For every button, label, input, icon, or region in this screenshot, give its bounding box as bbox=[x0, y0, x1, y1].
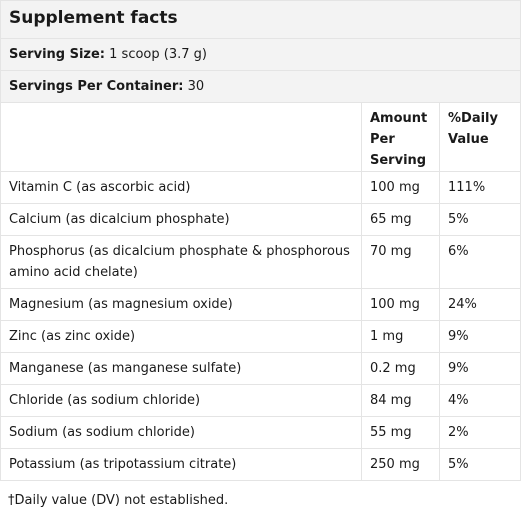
table-row: Manganese (as manganese sulfate) 0.2 mg 9% bbox=[0, 352, 521, 385]
table-row: Vitamin C (as ascorbic acid) 100 mg 111% bbox=[0, 171, 521, 204]
table-row: Chloride (as sodium chloride) 84 mg 4% bbox=[0, 384, 521, 417]
serving-size-value: 1 scoop (3.7 g) bbox=[109, 47, 207, 62]
table-row: Phosphorus (as dicalcium phosphate & pho… bbox=[0, 235, 521, 289]
amount-value: 250 mg bbox=[361, 448, 440, 481]
daily-value: 5% bbox=[439, 448, 521, 481]
table-row: Potassium (as tripotassium citrate) 250 m… bbox=[0, 448, 521, 481]
servings-per-container-label: Servings Per Container: bbox=[9, 79, 184, 94]
nutrient-name: Potassium (as tripotassium citrate) bbox=[0, 448, 362, 481]
nutrient-name: Chloride (as sodium chloride) bbox=[0, 384, 362, 417]
nutrient-name: Vitamin C (as ascorbic acid) bbox=[0, 171, 362, 204]
daily-value: 9% bbox=[439, 320, 521, 353]
nutrient-name: Zinc (as zinc oxide) bbox=[0, 320, 362, 353]
amount-value: 65 mg bbox=[361, 203, 440, 236]
supplement-facts-table: Supplement facts Serving Size: 1 scoop (… bbox=[0, 0, 521, 481]
nutrient-name: Sodium (as sodium chloride) bbox=[0, 416, 362, 449]
daily-value: 2% bbox=[439, 416, 521, 449]
daily-value: 111% bbox=[439, 171, 521, 204]
table-title: Supplement facts bbox=[0, 0, 521, 39]
dv-column-header: %Daily Value bbox=[439, 102, 521, 172]
nutrient-name: Phosphorus (as dicalcium phosphate & pho… bbox=[0, 235, 362, 289]
amount-value: 55 mg bbox=[361, 416, 440, 449]
nutrient-rows: Vitamin C (as ascorbic acid) 100 mg 111% Ca… bbox=[0, 171, 521, 481]
serving-size-row: Serving Size: 1 scoop (3.7 g) bbox=[0, 38, 521, 71]
amount-value: 84 mg bbox=[361, 384, 440, 417]
table-row: Magnesium (as magnesium oxide) 100 mg 24% bbox=[0, 288, 521, 321]
nutrient-name: Magnesium (as magnesium oxide) bbox=[0, 288, 362, 321]
daily-value: 9% bbox=[439, 352, 521, 385]
amount-column-header: Amount Per Serving bbox=[361, 102, 440, 172]
daily-value: 4% bbox=[439, 384, 521, 417]
daily-value: 6% bbox=[439, 235, 521, 289]
title-row: Supplement facts bbox=[0, 0, 521, 39]
amount-value: 0.2 mg bbox=[361, 352, 440, 385]
table-row: Calcium (as dicalcium phosphate) 65 mg 5% bbox=[0, 203, 521, 236]
table-row: Zinc (as zinc oxide) 1 mg 9% bbox=[0, 320, 521, 353]
amount-value: 100 mg bbox=[361, 171, 440, 204]
amount-value: 70 mg bbox=[361, 235, 440, 289]
serving-size-label: Serving Size: bbox=[9, 47, 106, 62]
amount-value: 100 mg bbox=[361, 288, 440, 321]
amount-value: 1 mg bbox=[361, 320, 440, 353]
servings-per-container-row: Servings Per Container: 30 bbox=[0, 70, 521, 103]
daily-value: 5% bbox=[439, 203, 521, 236]
nutrient-name: Manganese (as manganese sulfate) bbox=[0, 352, 362, 385]
footnote: †Daily value (DV) not established. bbox=[8, 493, 229, 508]
nutrient-name: Calcium (as dicalcium phosphate) bbox=[0, 203, 362, 236]
daily-value: 24% bbox=[439, 288, 521, 321]
servings-per-container-value: 30 bbox=[187, 79, 205, 94]
table-row: Sodium (as sodium chloride) 55 mg 2% bbox=[0, 416, 521, 449]
nutrient-column-header bbox=[0, 102, 362, 172]
column-header-row: Amount Per Serving %Daily Value bbox=[0, 102, 521, 172]
